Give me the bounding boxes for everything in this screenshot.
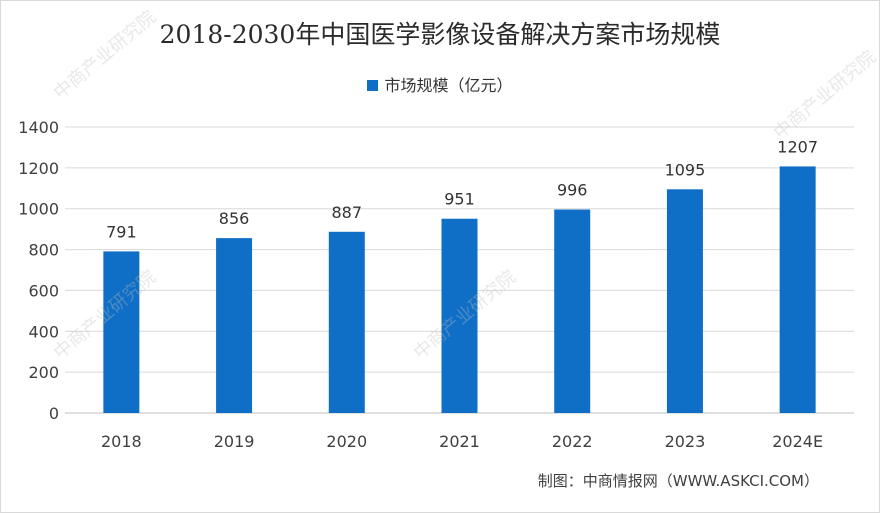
y-tick-label: 1400	[18, 118, 59, 137]
bar	[103, 251, 140, 413]
bar	[216, 238, 253, 413]
data-label: 1207	[777, 137, 818, 156]
data-label: 996	[557, 181, 588, 200]
y-tick-label: 200	[28, 363, 59, 382]
data-label: 791	[106, 222, 137, 241]
x-tick-label: 2021	[439, 432, 480, 451]
y-tick-label: 400	[28, 322, 59, 341]
y-tick-label: 800	[28, 241, 59, 260]
data-label: 856	[219, 209, 250, 228]
bar	[441, 218, 478, 413]
x-tick-label: 2022	[552, 432, 593, 451]
x-tick-label: 2024E	[772, 432, 823, 451]
data-label: 1095	[665, 160, 706, 179]
legend-swatch	[367, 80, 379, 91]
bar	[554, 209, 591, 413]
bar	[666, 189, 703, 413]
y-tick-label: 1000	[18, 200, 59, 219]
data-label: 887	[332, 203, 363, 222]
bar	[328, 231, 365, 413]
x-tick-label: 2023	[665, 432, 706, 451]
data-label: 951	[444, 190, 475, 209]
legend-label: 市场规模（亿元）	[384, 76, 513, 95]
x-tick-label: 2018	[101, 432, 142, 451]
y-tick-label: 1200	[18, 159, 59, 178]
bar	[779, 166, 816, 413]
y-tick-label: 600	[28, 281, 59, 300]
x-tick-label: 2020	[326, 432, 367, 451]
x-tick-label: 2019	[214, 432, 255, 451]
chart-title: 2018-2030年中国医学影像设备解决方案市场规模	[159, 20, 721, 49]
chart-credit: 制图：中商情报网（WWW.ASKCI.COM）	[537, 472, 819, 490]
chart-legend: 市场规模（亿元）	[1, 72, 879, 96]
y-tick-label: 0	[49, 404, 59, 423]
